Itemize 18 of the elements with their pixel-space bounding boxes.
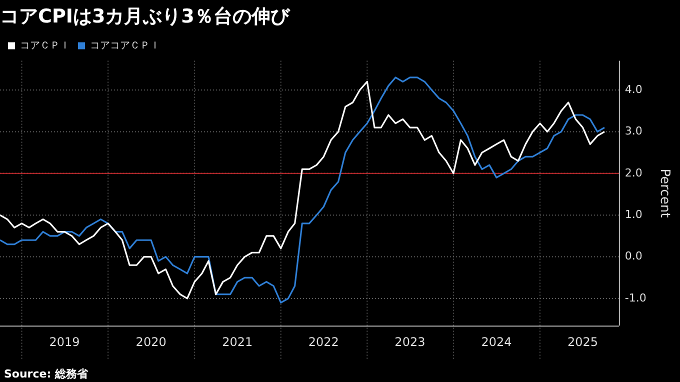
x-tick-label: 2022	[308, 334, 339, 349]
y-tick-label: 2.0	[624, 166, 642, 180]
y-tick-label: -1.0	[624, 291, 646, 304]
legend-label: コアコアＣＰＩ	[90, 40, 160, 52]
x-tick-label: 2025	[567, 334, 598, 349]
legend-label: コアＣＰＩ	[20, 40, 70, 52]
x-tick-label: 2024	[481, 334, 512, 349]
y-tick-label: 0.0	[624, 250, 642, 263]
y-tick-label: 4.0	[624, 82, 642, 96]
x-tick-label: 2019	[49, 334, 80, 349]
source-note: Source: 総務省	[4, 367, 89, 380]
x-tick-label: 2020	[136, 334, 166, 349]
x-tick-label: 2021	[222, 334, 253, 349]
y-tick-label: 3.0	[624, 124, 642, 138]
x-tick-label: 2023	[394, 334, 426, 349]
y-axis-title: Percent	[656, 168, 672, 218]
chart-title: コアCPIは3カ月ぶり3％台の伸び	[0, 5, 290, 28]
y-tick-label: 1.0	[624, 208, 642, 221]
